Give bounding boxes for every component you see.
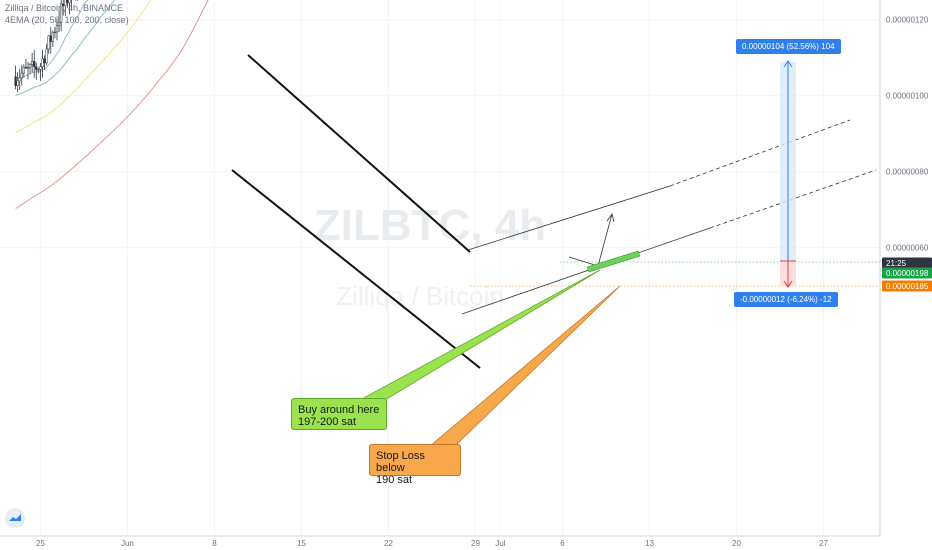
x-tick-label: 13 [645, 539, 654, 548]
stop-loss-callout[interactable]: Stop Loss below 190 sat [369, 444, 461, 486]
watermark-symbol: ZILBTC, 4h [314, 201, 546, 250]
current-tag [882, 280, 932, 292]
candle [68, 0, 71, 4]
price-axis: 0.00000060 0.00000080 0.00000100 0.00000120… [879, 0, 932, 550]
current-tag-label: 0.00000185 [886, 282, 929, 291]
x-tick-label: 29 [471, 539, 480, 548]
candle [33, 61, 36, 67]
candle [43, 58, 46, 64]
x-tick-label: 20 [732, 539, 741, 548]
ema-200-line [15, 0, 209, 209]
candle [47, 35, 50, 50]
candle [20, 72, 23, 79]
ema-100-line [15, 0, 152, 134]
candle [26, 67, 30, 69]
current-tag [882, 267, 932, 279]
measure-tool [780, 60, 796, 288]
buy-callout[interactable]: Buy around here 197-200 sat [291, 398, 387, 430]
candle [24, 66, 28, 69]
time-axis: 25 Jun 8 15 22 29 Jul 6 13 20 27 [0, 535, 880, 548]
wedge-upper-extension [669, 119, 851, 187]
candle [51, 32, 55, 42]
tradingview-logo-icon[interactable] [5, 508, 25, 528]
ema-lines [15, 0, 209, 209]
candle [35, 66, 38, 70]
candle [41, 58, 44, 67]
symbol-title[interactable]: Zilliqa / Bitcoin, 4h, BINANCE [5, 3, 124, 13]
candles [14, 0, 79, 93]
wedge-upper-line [467, 185, 671, 251]
x-tick-label: 27 [819, 539, 828, 548]
current-tag-label: 0.00000198 [886, 269, 929, 278]
current-tag-label: 21:25 [886, 259, 907, 268]
y-tick-label: 0.00000120 [886, 16, 929, 25]
candle [62, 3, 65, 6]
candle [14, 76, 17, 86]
x-tick-label: 22 [384, 539, 393, 548]
measure-up-arrowhead [783, 60, 793, 68]
x-tick-label: 6 [560, 539, 565, 548]
candle [55, 25, 59, 33]
indicator-legend[interactable]: 4EMA (20, 50, 100, 200, close) [5, 15, 129, 25]
candle [49, 35, 52, 42]
trend-drawings [231, 54, 877, 447]
ema-50-line [15, 0, 116, 96]
candle [57, 22, 61, 26]
x-tick-label: 25 [36, 539, 45, 548]
current-tag [882, 257, 932, 269]
channel-lower-line [231, 169, 481, 369]
candle [64, 0, 67, 6]
candle [16, 80, 19, 86]
channel-upper-line [247, 54, 471, 253]
candle [22, 66, 25, 74]
y-tick-label: 0.00000080 [886, 168, 929, 177]
y-tick-label: 0.00000060 [886, 244, 929, 253]
watermark-name: Zilliqa / Bitcoin [336, 281, 504, 311]
candle [53, 31, 57, 34]
entry-zone-bar [586, 250, 641, 273]
candle [39, 66, 42, 70]
y-tick-label: 0.00000100 [886, 92, 929, 101]
x-tick-label: 8 [212, 539, 217, 548]
candle [45, 48, 48, 64]
candle [66, 0, 69, 4]
candle [30, 61, 34, 65]
x-tick-label: Jun [121, 539, 134, 548]
candle [37, 69, 40, 71]
measure-down-arrowhead [783, 280, 793, 288]
candle [28, 64, 32, 68]
candle [59, 3, 63, 23]
wedge-lower-line [461, 227, 711, 315]
measure-up-label: 0.00000104 (52.56%) 104 [736, 39, 841, 54]
candle [18, 77, 21, 82]
measure-down-label: -0.00000012 (-6.24%) -12 [734, 292, 838, 307]
x-tick-label: 15 [297, 539, 306, 548]
projection-arrowhead [606, 213, 615, 223]
x-tick-label: Jul [495, 539, 505, 548]
